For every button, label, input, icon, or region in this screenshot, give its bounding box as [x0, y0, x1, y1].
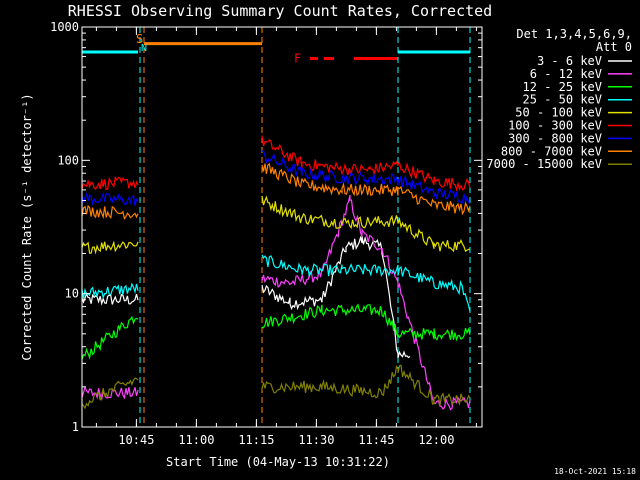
legend-entry-label: 50 - 100 keV — [515, 106, 602, 120]
series-line — [261, 254, 471, 312]
series-line — [261, 303, 471, 342]
series-line — [81, 191, 139, 207]
series-line — [261, 195, 470, 253]
legend-entry-label: 3 - 6 keV — [537, 54, 602, 68]
series-line — [262, 150, 471, 205]
flare-label: F — [294, 52, 301, 66]
x-tick-label: 11:30 — [298, 433, 334, 447]
legend-entry-label: 7000 - 15000 keV — [486, 157, 602, 171]
series-line — [261, 194, 471, 411]
x-tick-label: 11:45 — [358, 433, 394, 447]
axes-frame — [81, 26, 483, 428]
x-tick-label: 11:15 — [238, 433, 274, 447]
legend-entry-label: 6 - 12 keV — [530, 67, 602, 81]
x-tick-label: 12:00 — [418, 433, 454, 447]
chart-title: RHESSI Observing Summary Count Rates, Co… — [68, 2, 492, 20]
series-line — [261, 235, 411, 359]
legend-entry-label: 300 - 800 keV — [508, 131, 602, 145]
x-tick-label: 10:45 — [118, 433, 154, 447]
y-tick-label: 10 — [65, 287, 79, 301]
series-line — [81, 282, 139, 300]
night-label: N — [141, 43, 147, 54]
series-line — [81, 292, 139, 306]
series-line — [261, 364, 471, 406]
legend-entry-label: 12 - 25 keV — [523, 80, 602, 94]
plot-area: SN F — [81, 27, 471, 427]
y-tick-label: 1000 — [50, 20, 79, 34]
x-axis-label: Start Time (04-May-13 10:31:22) — [166, 455, 390, 469]
y-tick-label: 1 — [72, 420, 79, 434]
series-line — [261, 162, 471, 216]
legend-entry-label: 25 - 50 keV — [523, 93, 602, 107]
legend-entry-label: 100 - 300 keV — [508, 119, 602, 133]
series-line — [81, 385, 139, 402]
legend-entry-label: 800 - 7000 keV — [501, 144, 602, 158]
series-line — [81, 175, 139, 191]
x-tick-label: 11:00 — [178, 433, 214, 447]
series-line — [81, 377, 139, 410]
footer-timestamp: 18-Oct-2021 15:18 — [554, 467, 636, 476]
legend-header-line: Det 1,3,4,5,6,9, — [516, 27, 632, 41]
y-axis-label: Corrected Count Rate (s⁻¹ detector⁻¹) — [20, 93, 34, 360]
saa-label: S — [136, 32, 143, 46]
series-line — [81, 204, 139, 220]
series-line — [261, 135, 471, 192]
series-line — [81, 315, 139, 360]
series-line — [81, 240, 139, 255]
legend-header-line: Att 0 — [596, 40, 632, 54]
y-tick-label: 100 — [57, 153, 79, 167]
axes: 10:45 11:00 11:15 11:30 11:45 12:00 1 10 100 1000 — [50, 20, 483, 447]
